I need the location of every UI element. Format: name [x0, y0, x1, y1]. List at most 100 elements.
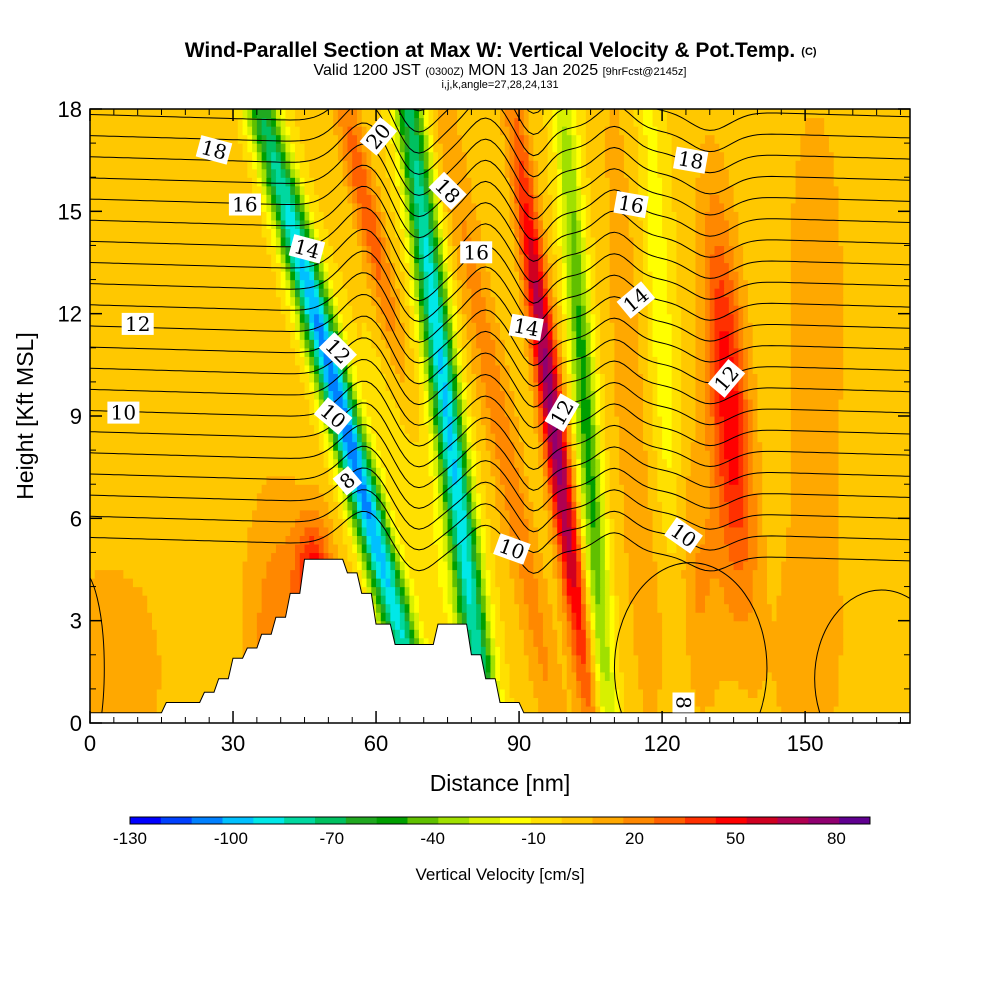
- velocity-cell: [590, 663, 596, 673]
- velocity-cell: [738, 356, 744, 366]
- velocity-cell: [581, 407, 592, 417]
- velocity-cell: [352, 211, 358, 221]
- velocity-cell: [547, 433, 554, 443]
- velocity-cell: [90, 322, 287, 332]
- velocity-cell: [561, 134, 573, 144]
- velocity-cell: [633, 646, 663, 656]
- velocity-cell: [418, 313, 425, 323]
- velocity-cell: [342, 168, 349, 178]
- velocity-cell: [438, 509, 444, 519]
- velocity-cell: [90, 560, 244, 571]
- velocity-cell: [480, 279, 492, 289]
- velocity-cell: [747, 398, 754, 409]
- velocity-cell: [457, 458, 463, 468]
- velocity-cell: [90, 612, 153, 622]
- velocity-cell: [838, 688, 910, 699]
- velocity-cell: [342, 450, 349, 460]
- velocity-cell: [90, 134, 239, 144]
- velocity-cell: [347, 398, 353, 409]
- velocity-cell: [90, 475, 267, 485]
- velocity-cell: [514, 407, 534, 417]
- velocity-cell: [652, 381, 658, 392]
- velocity-cell: [371, 501, 377, 511]
- velocity-cell: [838, 535, 910, 545]
- velocity-cell: [523, 168, 530, 178]
- contour-label-box: [313, 397, 353, 435]
- velocity-cell: [685, 578, 697, 588]
- velocity-cell: [480, 450, 492, 460]
- velocity-cell: [576, 381, 582, 392]
- velocity-cell: [542, 407, 549, 417]
- velocity-cell: [671, 168, 701, 178]
- velocity-cell: [323, 330, 329, 340]
- velocity-cell: [700, 168, 730, 178]
- velocity-cell: [714, 424, 720, 434]
- velocity-cell: [275, 228, 282, 238]
- velocity-cell: [442, 458, 449, 468]
- velocity-cell: [547, 134, 554, 144]
- velocity-cell: [323, 271, 329, 281]
- velocity-cell: [399, 603, 406, 613]
- velocity-cell: [433, 373, 439, 383]
- velocity-cell: [90, 578, 134, 588]
- velocity-cell: [576, 194, 582, 204]
- copyright-mark: (C): [801, 46, 817, 58]
- velocity-cell: [457, 595, 463, 605]
- velocity-cell: [547, 245, 554, 255]
- velocity-cell: [423, 160, 430, 170]
- velocity-cell: [309, 339, 315, 349]
- velocity-cell: [566, 279, 573, 289]
- velocity-cell: [728, 509, 744, 519]
- velocity-cell: [447, 390, 453, 400]
- velocity-cell: [385, 552, 391, 562]
- velocity-cell: [318, 390, 325, 400]
- velocity-cell: [576, 313, 582, 323]
- velocity-cell: [552, 134, 558, 144]
- velocity-cell: [428, 381, 434, 392]
- velocity-cell: [266, 560, 296, 571]
- velocity-cell: [285, 236, 291, 247]
- velocity-cell: [247, 168, 258, 178]
- velocity-cell: [476, 339, 496, 349]
- velocity-cell: [242, 569, 267, 579]
- velocity-cell: [404, 339, 411, 349]
- velocity-cell: [614, 663, 620, 673]
- velocity-cell: [547, 484, 554, 494]
- velocity-cell: [471, 390, 477, 400]
- velocity-cell: [504, 168, 511, 178]
- velocity-cell: [652, 441, 663, 451]
- velocity-cell: [557, 629, 563, 639]
- velocity-cell: [552, 501, 558, 511]
- velocity-cell: [542, 228, 549, 238]
- velocity-cell: [447, 424, 453, 434]
- velocity-cell: [328, 262, 339, 272]
- velocity-cell: [366, 322, 382, 332]
- velocity-cell: [595, 475, 601, 485]
- velocity-cell: [304, 296, 310, 306]
- velocity-cell: [833, 705, 910, 716]
- velocity-cell: [538, 373, 544, 383]
- velocity-cell: [418, 612, 449, 622]
- velocity-cell: [633, 245, 644, 255]
- velocity-cell: [633, 262, 644, 272]
- velocity-cell: [561, 279, 568, 289]
- velocity-cell: [609, 560, 616, 571]
- velocity-cell: [390, 509, 396, 519]
- velocity-cell: [585, 134, 606, 144]
- velocity-cell: [380, 211, 387, 221]
- velocity-cell: [571, 373, 577, 383]
- velocity-cell: [461, 381, 468, 392]
- velocity-cell: [500, 475, 520, 485]
- velocity-cell: [366, 586, 372, 596]
- velocity-cell: [418, 620, 425, 630]
- velocity-cell: [90, 185, 253, 195]
- velocity-cell: [409, 126, 415, 136]
- velocity-cell: [361, 416, 368, 426]
- velocity-cell: [466, 407, 472, 417]
- velocity-cell: [438, 501, 444, 511]
- velocity-cell: [442, 518, 449, 528]
- velocity-cell: [461, 543, 468, 554]
- velocity-cell: [447, 586, 453, 596]
- velocity-cell: [790, 501, 840, 511]
- velocity-cell: [590, 620, 596, 630]
